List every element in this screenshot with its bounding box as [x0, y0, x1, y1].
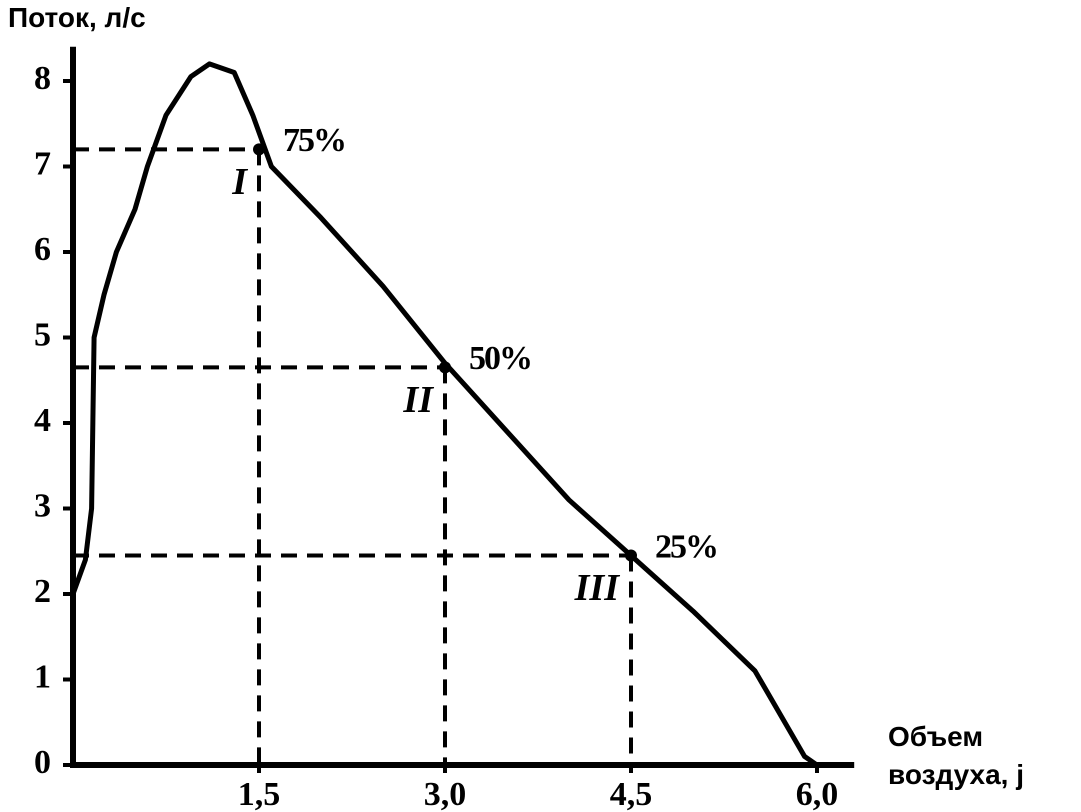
y-tick-label: 8: [34, 60, 51, 97]
point-label: 50%: [469, 340, 531, 377]
point-name: II: [402, 379, 434, 421]
y-tick-label: 5: [34, 316, 51, 353]
point-name: III: [574, 567, 621, 609]
point-label: 25%: [655, 528, 717, 565]
y-tick-label: 2: [34, 573, 51, 610]
x-tick-label: 1,5: [238, 776, 281, 812]
y-tick-label: 7: [34, 145, 51, 182]
x-tick-label: 4,5: [610, 776, 653, 812]
point-name: I: [231, 161, 248, 203]
y-tick-label: 1: [34, 658, 51, 695]
x-axis-label: Объем воздуха, j: [888, 721, 1025, 790]
y-axis-label: Поток, л/с: [8, 2, 146, 33]
y-tick-label: 6: [34, 231, 51, 268]
y-tick-label: 4: [34, 402, 51, 439]
y-tick-label: 0: [34, 744, 51, 781]
flow-volume-curve: [70, 61, 819, 768]
x-tick-label: 3,0: [424, 776, 467, 812]
y-tick-label: 3: [34, 487, 51, 524]
point-label: 75%: [283, 122, 345, 159]
x-tick-label: 6,0: [796, 776, 839, 812]
